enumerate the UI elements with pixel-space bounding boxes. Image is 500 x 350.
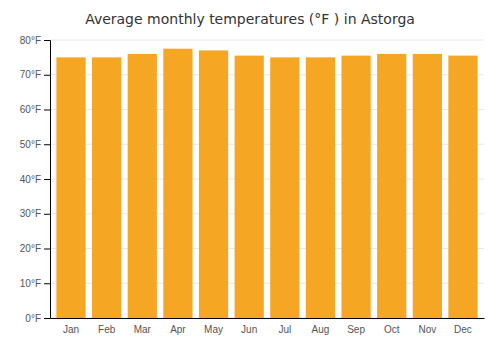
bar [448,56,477,318]
x-tick: Jan [63,324,79,335]
plot: 0°F 10°F 20°F 30°F 40°F 50°F 60°F 70°F 80°F Jan Fe… [20,35,485,335]
y-tick-label: 10°F [20,278,41,289]
chart: 0°F 10°F 20°F 30°F 40°F 50°F 60°F 70°F 80°F Jan Fe… [0,0,500,350]
x-tick-label: Oct [384,324,400,335]
y-tick: 40°F [20,174,50,185]
x-tick: Aug [312,324,330,335]
x-tick: Feb [98,324,116,335]
y-tick-label: 0°F [25,313,41,324]
x-tick-label: Apr [170,324,186,335]
y-tick-label: 70°F [20,69,41,80]
bar [413,54,442,318]
x-axis-line [51,318,485,319]
x-tick: May [204,324,223,335]
y-tick-mark [44,110,50,111]
bar [235,56,264,318]
y-tick-label: 20°F [20,243,41,254]
grid-line [50,40,484,41]
x-tick-label: Sep [347,324,365,335]
bar [163,49,192,318]
bar [128,54,157,318]
y-tick-label: 50°F [20,139,41,150]
y-tick: 60°F [20,104,50,115]
x-tick: Dec [454,324,472,335]
y-tick-mark [44,318,50,319]
grid [50,40,484,318]
x-tick: Apr [170,324,186,335]
y-tick-label: 40°F [20,174,41,185]
bars [56,49,477,318]
y-tick-label: 80°F [20,35,41,46]
y-tick: 10°F [20,278,50,289]
x-tick: Oct [384,324,400,335]
y-tick-mark [44,179,50,180]
bar [270,57,299,318]
bar [56,57,85,318]
y-axis-line [44,41,51,319]
y-tick-mark [44,75,50,76]
y-tick-label: 30°F [20,208,41,219]
bar [306,57,335,318]
y-tick-label: 60°F [20,104,41,115]
x-tick-label: Feb [98,324,116,335]
y-tick: 30°F [20,208,50,219]
x-tick-label: Jan [63,324,79,335]
x-tick-label: Mar [134,324,152,335]
y-tick-mark [44,283,50,284]
x-tick: Nov [418,324,436,335]
y-tick: 20°F [20,243,50,254]
y-tick: 0°F [25,313,50,324]
bar [92,57,121,318]
bar [341,56,370,318]
x-tick: Sep [347,324,365,335]
x-tick-label: Dec [454,324,472,335]
bar [199,50,228,318]
y-tick: 80°F [20,35,50,46]
x-axis: Jan Feb Mar Apr May Jun Jul Aug Sep Oct Nov Dec [51,319,485,336]
x-tick-label: Jun [241,324,257,335]
x-tick-label: May [204,324,223,335]
x-tick-label: Nov [418,324,436,335]
x-tick: Jul [278,324,291,335]
y-tick-mark [44,249,50,250]
y-axis: 0°F 10°F 20°F 30°F 40°F 50°F 60°F 70°F 80°F [20,35,51,324]
y-tick: 70°F [20,69,50,80]
title: Average monthly temperatures (°F ) in As… [85,11,415,27]
y-tick: 50°F [20,139,50,150]
x-tick-label: Jul [278,324,291,335]
x-tick-label: Aug [312,324,330,335]
y-tick-mark [44,40,50,41]
y-tick-mark [44,144,50,145]
y-tick-mark [44,214,50,215]
bar [377,54,406,318]
x-tick: Jun [241,324,257,335]
x-tick: Mar [134,324,152,335]
